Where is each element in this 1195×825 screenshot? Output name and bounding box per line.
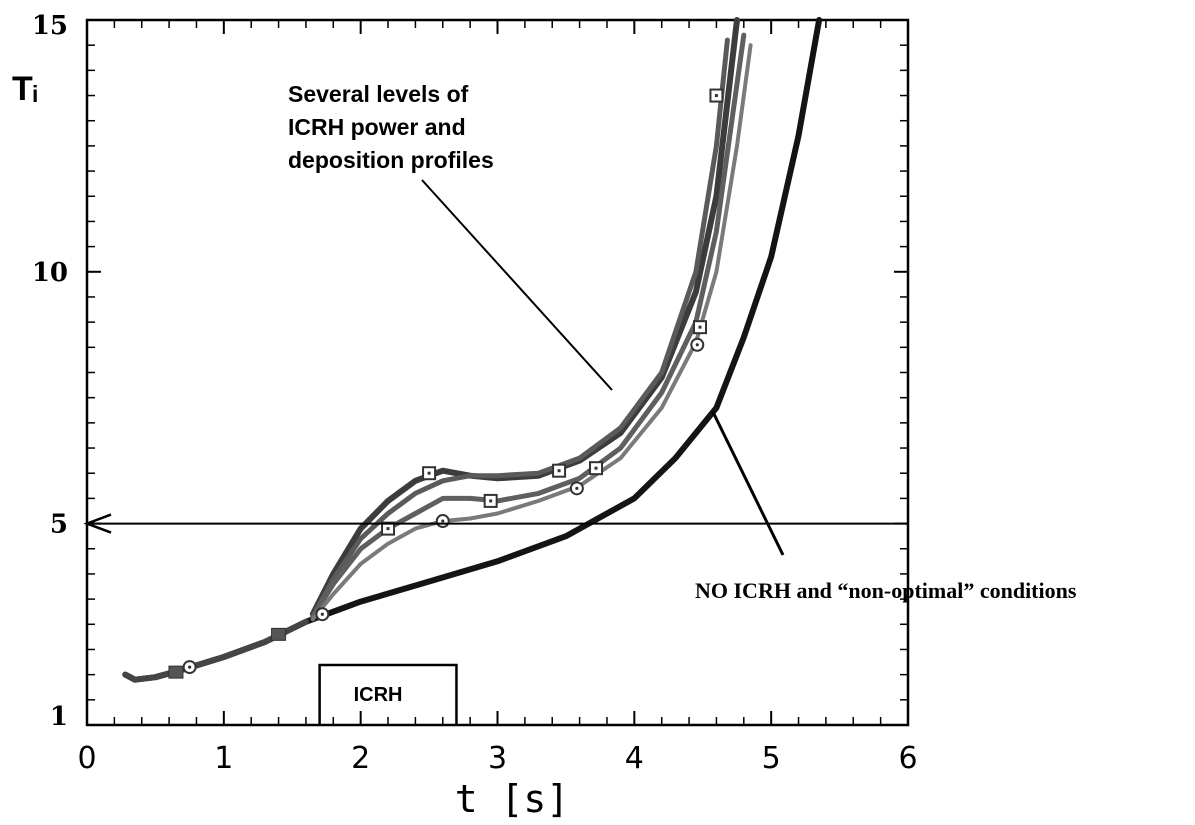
x-tick-label: 3 — [488, 741, 507, 776]
data-point-filled — [271, 627, 287, 641]
annotation-icrh-levels: Several levels of ICRH power and deposit… — [288, 81, 613, 391]
data-point-circle-dot — [575, 486, 579, 490]
series-line — [310, 43, 753, 622]
y-tick-label: 1 — [50, 702, 68, 732]
icrh-bracket — [318, 663, 458, 725]
annotation-no-icrh: NO ICRH and “non-optimal” conditions — [695, 411, 1077, 603]
data-point-circle-dot — [695, 343, 699, 347]
y-tick-label: 10 — [32, 258, 68, 288]
x-axis-label: t [s] — [455, 777, 569, 821]
x-tick-label: 5 — [762, 741, 781, 776]
y-axis-label: Tᵢ — [12, 70, 38, 108]
data-point-circle-dot — [441, 519, 445, 523]
series-line — [310, 37, 730, 620]
y-tick-label: 15 — [32, 11, 68, 41]
x-tick-label: 6 — [898, 741, 917, 776]
arrow-left-icon — [83, 513, 112, 534]
series-line — [309, 17, 740, 618]
x-tick-label: 2 — [351, 741, 370, 776]
annotation-pointer — [421, 179, 613, 391]
plot-frame — [85, 18, 910, 727]
x-tick-label: 1 — [214, 741, 233, 776]
plot-axes — [85, 18, 910, 727]
data-point-square-dot — [427, 471, 431, 475]
x-tick-label: 4 — [625, 741, 644, 776]
data-point-filled — [168, 665, 184, 679]
icrh-window: ICRH — [318, 663, 458, 725]
annotation-pointer — [711, 411, 785, 556]
data-point-square-dot — [557, 469, 561, 473]
x-tick-label: 0 — [77, 741, 96, 776]
data-point-square-dot — [489, 499, 493, 503]
data-point-circle-dot — [320, 612, 324, 616]
annotation-line: NO ICRH and “non-optimal” conditions — [695, 578, 1077, 603]
annotation-line: deposition profiles — [288, 147, 494, 173]
data-point-square-dot — [714, 94, 718, 98]
annotation-line: Several levels of — [288, 81, 469, 107]
data-point-circle-dot — [188, 665, 192, 669]
annotation-line: ICRH power and — [288, 114, 466, 140]
reference-line-layer — [83, 513, 908, 534]
icrh-label: ICRH — [354, 684, 403, 706]
data-point-square-dot — [698, 325, 702, 329]
marker-layer — [168, 88, 724, 679]
y-tick-label: 5 — [50, 510, 68, 540]
data-point-square-dot — [386, 527, 390, 531]
data-point-square-dot — [594, 466, 598, 470]
